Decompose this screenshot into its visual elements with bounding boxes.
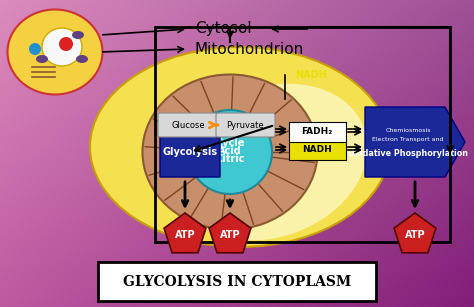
Ellipse shape — [90, 47, 390, 247]
Polygon shape — [394, 213, 436, 253]
Text: NADH: NADH — [302, 146, 332, 154]
Circle shape — [29, 43, 41, 55]
Ellipse shape — [76, 55, 88, 63]
Text: Oxidative Phosphorylation: Oxidative Phosphorylation — [348, 150, 468, 158]
FancyBboxPatch shape — [98, 262, 376, 301]
Text: NADH: NADH — [295, 70, 327, 80]
Text: ATP: ATP — [175, 230, 195, 240]
Text: Mitochondrion: Mitochondrion — [195, 41, 304, 56]
Text: ATP: ATP — [219, 230, 240, 240]
Polygon shape — [164, 213, 206, 253]
Text: Cytosol: Cytosol — [195, 21, 252, 37]
Ellipse shape — [72, 31, 84, 39]
Polygon shape — [160, 119, 220, 177]
FancyBboxPatch shape — [216, 113, 275, 137]
FancyBboxPatch shape — [289, 122, 346, 142]
FancyBboxPatch shape — [158, 113, 217, 137]
Text: Cycle: Cycle — [215, 138, 245, 148]
Text: Electron Transport and: Electron Transport and — [372, 138, 444, 142]
Text: ATP: ATP — [405, 230, 425, 240]
Polygon shape — [365, 107, 465, 177]
Ellipse shape — [173, 84, 367, 240]
Text: Chemiosmosis: Chemiosmosis — [385, 127, 431, 133]
Text: Acid: Acid — [218, 146, 242, 156]
Text: Glycolysis: Glycolysis — [163, 147, 218, 157]
Text: FADH₂: FADH₂ — [301, 127, 333, 137]
Text: Glucose: Glucose — [171, 121, 205, 130]
Text: Citric: Citric — [215, 154, 245, 164]
Bar — [155, 27, 450, 242]
Ellipse shape — [36, 55, 48, 63]
Circle shape — [59, 37, 73, 51]
Polygon shape — [209, 213, 251, 253]
Ellipse shape — [143, 75, 318, 230]
Text: Pyruvate: Pyruvate — [226, 121, 264, 130]
FancyBboxPatch shape — [289, 140, 346, 160]
Ellipse shape — [8, 10, 102, 95]
Text: GLYCOLYSIS IN CYTOPLASM: GLYCOLYSIS IN CYTOPLASM — [123, 275, 351, 289]
Circle shape — [188, 110, 272, 194]
Ellipse shape — [42, 28, 82, 66]
